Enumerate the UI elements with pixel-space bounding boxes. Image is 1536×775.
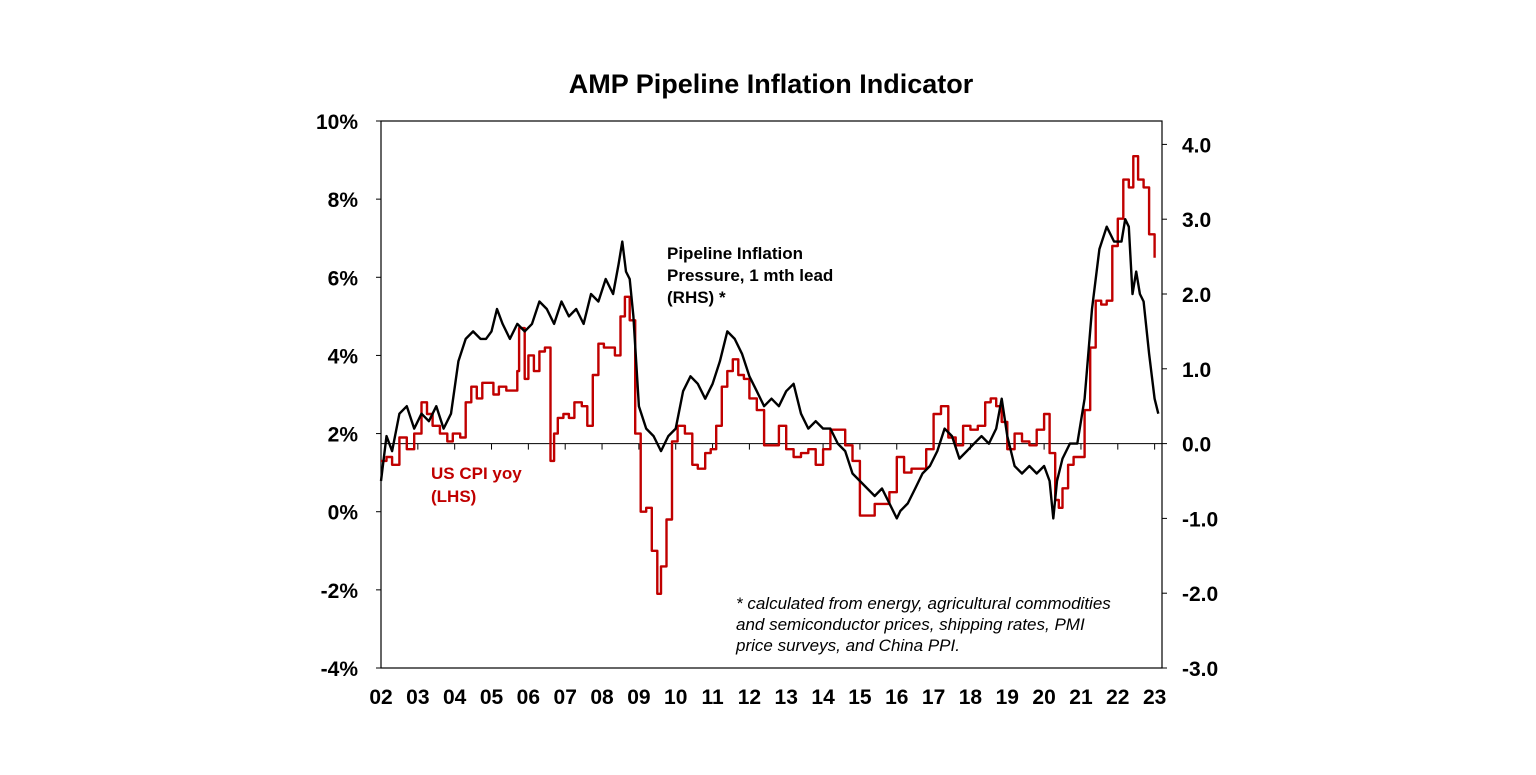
x-tick-label: 10 bbox=[664, 686, 687, 709]
y-right-tick-label: -3.0 bbox=[1182, 658, 1218, 681]
y-left-tick-label: 4% bbox=[328, 345, 359, 368]
x-tick-label: 12 bbox=[738, 686, 761, 709]
y-right-tick-label: 0.0 bbox=[1182, 434, 1211, 457]
x-tick-label: 16 bbox=[885, 686, 908, 709]
x-tick-label: 05 bbox=[480, 686, 504, 709]
x-tick-label: 09 bbox=[627, 686, 650, 709]
x-tick-label: 21 bbox=[1069, 686, 1093, 709]
x-tick-label: 07 bbox=[554, 686, 577, 709]
series-group bbox=[379, 155, 1160, 595]
y-left-tick-label: -4% bbox=[321, 658, 359, 681]
y-right-tick-label: 2.0 bbox=[1182, 284, 1211, 307]
footnote-line-3: price surveys, and China PPI. bbox=[735, 636, 960, 655]
y-right-tick-label: -2.0 bbox=[1182, 583, 1218, 606]
x-tick-label: 08 bbox=[590, 686, 614, 709]
plot-frame bbox=[380, 120, 1163, 669]
x-tick-label: 11 bbox=[701, 686, 724, 709]
x-tick-label: 04 bbox=[443, 686, 467, 709]
y-right-tick-label: 3.0 bbox=[1182, 209, 1211, 232]
y-left-tick-label: -2% bbox=[321, 580, 359, 603]
x-tick-label: 17 bbox=[922, 686, 945, 709]
y-right-tick-label: 4.0 bbox=[1182, 134, 1211, 157]
x-tick-label: 13 bbox=[775, 686, 798, 709]
chart-title: AMP Pipeline Inflation Indicator bbox=[569, 69, 974, 99]
y-right-tick-label: 1.0 bbox=[1182, 359, 1211, 382]
x-tick-label: 20 bbox=[1032, 686, 1055, 709]
pipeline-series-label-3: (RHS) * bbox=[667, 288, 726, 307]
pipeline-series-label-2: Pressure, 1 mth lead bbox=[667, 266, 833, 285]
x-tick-label: 03 bbox=[406, 686, 429, 709]
y-left-tick-label: 0% bbox=[328, 502, 359, 525]
pipeline-series-label: Pipeline Inflation bbox=[667, 244, 803, 263]
x-tick-label: 18 bbox=[959, 686, 983, 709]
cpi-series-label: US CPI yoy bbox=[431, 464, 522, 483]
x-tick-label: 06 bbox=[517, 686, 540, 709]
x-tick-label: 02 bbox=[369, 686, 392, 709]
y-left-tick-label: 8% bbox=[328, 189, 359, 212]
y-right-tick-label: -1.0 bbox=[1182, 508, 1218, 531]
footnote-line-2: and semiconductor prices, shipping rates… bbox=[736, 615, 1085, 634]
x-tick-label: 19 bbox=[996, 686, 1019, 709]
x-tick-label: 22 bbox=[1106, 686, 1129, 709]
y-left-tick-label: 10% bbox=[316, 111, 358, 134]
x-tick-label: 15 bbox=[848, 686, 872, 709]
cpi-series-line bbox=[381, 155, 1156, 595]
x-tick-label: 14 bbox=[811, 686, 835, 709]
x-tick-label: 23 bbox=[1143, 686, 1166, 709]
footnote-line-1: * calculated from energy, agricultural c… bbox=[736, 594, 1111, 613]
axes-group: 02 03 04 05 06 07 08 09 10 11 12 13 14 15 16 17 18 19 20 21… bbox=[316, 111, 1218, 709]
cpi-series-label-axis: (LHS) bbox=[431, 487, 476, 506]
pipeline-series-line bbox=[379, 218, 1160, 520]
y-left-tick-label: 2% bbox=[328, 424, 359, 447]
y-left-tick-label: 6% bbox=[328, 267, 359, 290]
